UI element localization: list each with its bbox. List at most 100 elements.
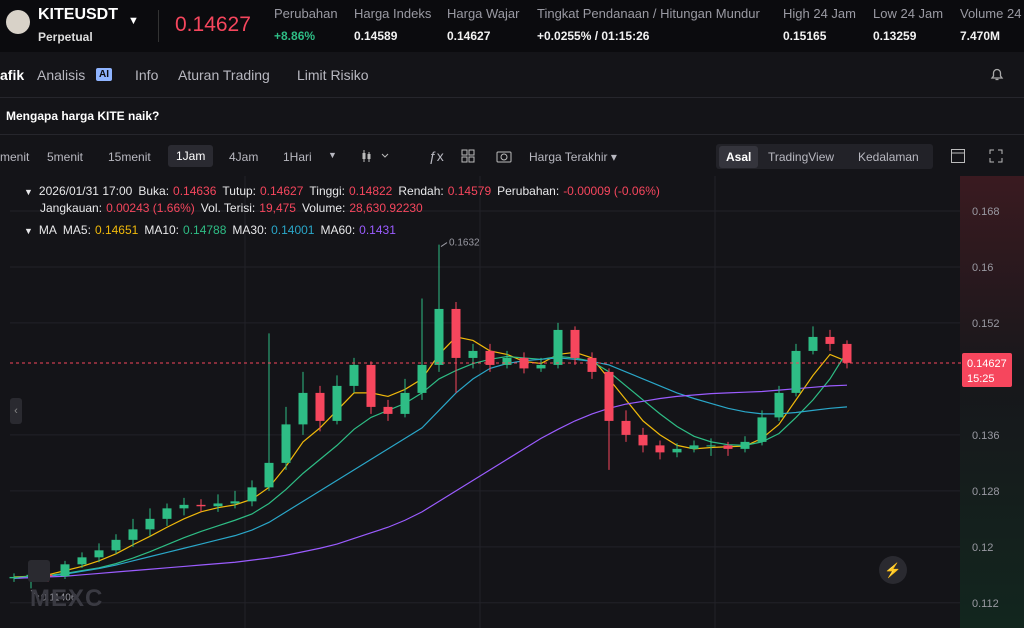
interval[interactable]: 15menit: [108, 150, 151, 164]
interval[interactable]: 5menit: [47, 150, 84, 164]
stat-label: Tingkat Pendanaan / Hitungan Mundur: [537, 6, 760, 21]
candle-body: [689, 445, 699, 449]
interval[interactable]: 1Hari: [283, 150, 312, 164]
info-label: Perubahan:: [497, 184, 560, 198]
y-tick-label: 0.136: [972, 430, 1000, 442]
stat-value: +0.0255% / 01:15:26: [537, 29, 650, 43]
annotation-pointer: [30, 589, 40, 597]
y-tick-label: 0.16: [972, 262, 993, 274]
high-annotation: 0.1632: [449, 238, 480, 249]
ma-line: [13, 357, 848, 579]
ohlc-line: ▼ 2026/01/31 17:00 Buka: 0.14636 Tutup: 0.146…: [24, 184, 666, 198]
ma-values: MA5: 0.14651 MA10: 0.14788 MA30: 0.14001 MA60:…: [63, 223, 402, 237]
info-label: MA5:: [62, 223, 91, 237]
quick-trade[interactable]: ⚡: [879, 556, 907, 584]
interval[interactable]: menit: [0, 150, 30, 164]
countdown-label: 15:25: [967, 373, 995, 385]
candle-body: [723, 445, 733, 449]
info-label: Rendah:: [398, 184, 444, 198]
interval-active[interactable]: 1Jam: [168, 145, 214, 167]
last-price-tag: [962, 353, 1012, 388]
interval[interactable]: 4Jam: [229, 150, 259, 164]
view[interactable]: TradingView: [768, 150, 835, 164]
info-label: Volume:: [301, 201, 346, 215]
collapse-icon[interactable]: ▼: [24, 187, 33, 197]
candle-body: [655, 445, 665, 453]
info-value: 28,630.92230: [349, 201, 423, 215]
bell-icon[interactable]: [989, 66, 1005, 82]
tab[interactable]: afik: [0, 67, 25, 83]
info-value: 0.14636: [173, 184, 217, 198]
drawing-tool[interactable]: [28, 560, 50, 582]
toolbar: menit 5menit 15menit 1Jam 4Jam 1Hari ▼ ƒ…: [0, 138, 1024, 174]
y-tick-label: 0.168: [972, 206, 1000, 218]
candle-body: [111, 539, 121, 551]
candle-body: [570, 329, 580, 358]
candle-type-icon[interactable]: [360, 148, 394, 164]
candle-body: [383, 406, 393, 414]
info-label: Tinggi:: [309, 184, 345, 198]
collapse-icon[interactable]: ▼: [24, 226, 33, 236]
stat-value: 7.470M: [960, 29, 1001, 43]
candle-body: [349, 364, 359, 386]
info-label: Buka:: [138, 184, 170, 198]
price-axis-bg: [960, 176, 1024, 628]
candle-body: [774, 392, 784, 418]
candle-body: [468, 350, 478, 358]
interval-dropdown[interactable]: ▼: [328, 150, 337, 160]
candle-body: [230, 501, 240, 504]
candle-body: [485, 350, 495, 365]
candle-body: [145, 518, 155, 530]
info-value: 0.14579: [447, 184, 492, 198]
ma-line: [13, 384, 848, 579]
info-value: 19,475: [259, 201, 296, 215]
candle-body: [94, 550, 104, 558]
ai-badge: AI: [96, 68, 112, 81]
stat-label: Low 24 Jam: [873, 6, 944, 21]
price-type[interactable]: Harga Terakhir ▾: [529, 150, 617, 164]
candle-body: [519, 357, 529, 369]
layout-icon[interactable]: [460, 148, 476, 164]
info-value: 0.14001: [271, 223, 315, 237]
candle-body: [604, 371, 614, 421]
candle-body: [536, 364, 546, 369]
tab[interactable]: Info: [135, 67, 159, 83]
view-active[interactable]: Asal: [719, 146, 759, 168]
candle-body: [298, 392, 308, 425]
candle-body: [434, 308, 444, 365]
candle-body: [60, 564, 70, 577]
candle-body: [791, 350, 801, 393]
symbol[interactable]: KITEUSDT: [38, 6, 118, 23]
side-toggle[interactable]: ‹: [10, 398, 22, 424]
range-line: Jangkauan: 0.00243 (1.66%) Vol. Terisi: 19,…: [40, 201, 429, 215]
candle-body: [247, 487, 257, 502]
camera-icon[interactable]: [495, 148, 513, 164]
divider: [0, 134, 1024, 135]
tab[interactable]: Limit Risiko: [297, 67, 369, 83]
candle-body: [77, 557, 87, 565]
y-tick-label: 0.152: [972, 318, 1000, 330]
tab[interactable]: Analisis: [37, 67, 86, 83]
view[interactable]: Kedalaman: [858, 150, 919, 164]
candle-body: [638, 434, 648, 446]
tab-bar: afik Analisis AI Info Aturan Trading Lim…: [0, 52, 1024, 98]
watermark: MEXC: [30, 585, 104, 612]
panel-icon[interactable]: [950, 148, 966, 164]
candle-body: [842, 343, 852, 363]
ohlc-values: Buka: 0.14636 Tutup: 0.14627 Tinggi: 0.14822 R…: [138, 184, 666, 198]
indicator-icon[interactable]: ƒx: [429, 148, 444, 164]
banner[interactable]: Mengapa harga KITE naik?: [6, 109, 160, 123]
symbol-dropdown[interactable]: ▼: [128, 15, 139, 27]
candle-body: [417, 364, 427, 393]
last-price: 0.14627: [175, 13, 251, 36]
candle-body: [553, 329, 563, 365]
tab[interactable]: Aturan Trading: [178, 67, 270, 83]
low-annotation: 0.11406: [41, 592, 77, 603]
stat-value: 0.14589: [354, 29, 398, 43]
info-value: 0.14788: [183, 223, 227, 237]
y-tick-label: 0.112: [972, 598, 999, 610]
fullscreen-icon[interactable]: [988, 148, 1004, 164]
candle-body: [825, 336, 835, 344]
ma-title: MA: [38, 223, 57, 237]
